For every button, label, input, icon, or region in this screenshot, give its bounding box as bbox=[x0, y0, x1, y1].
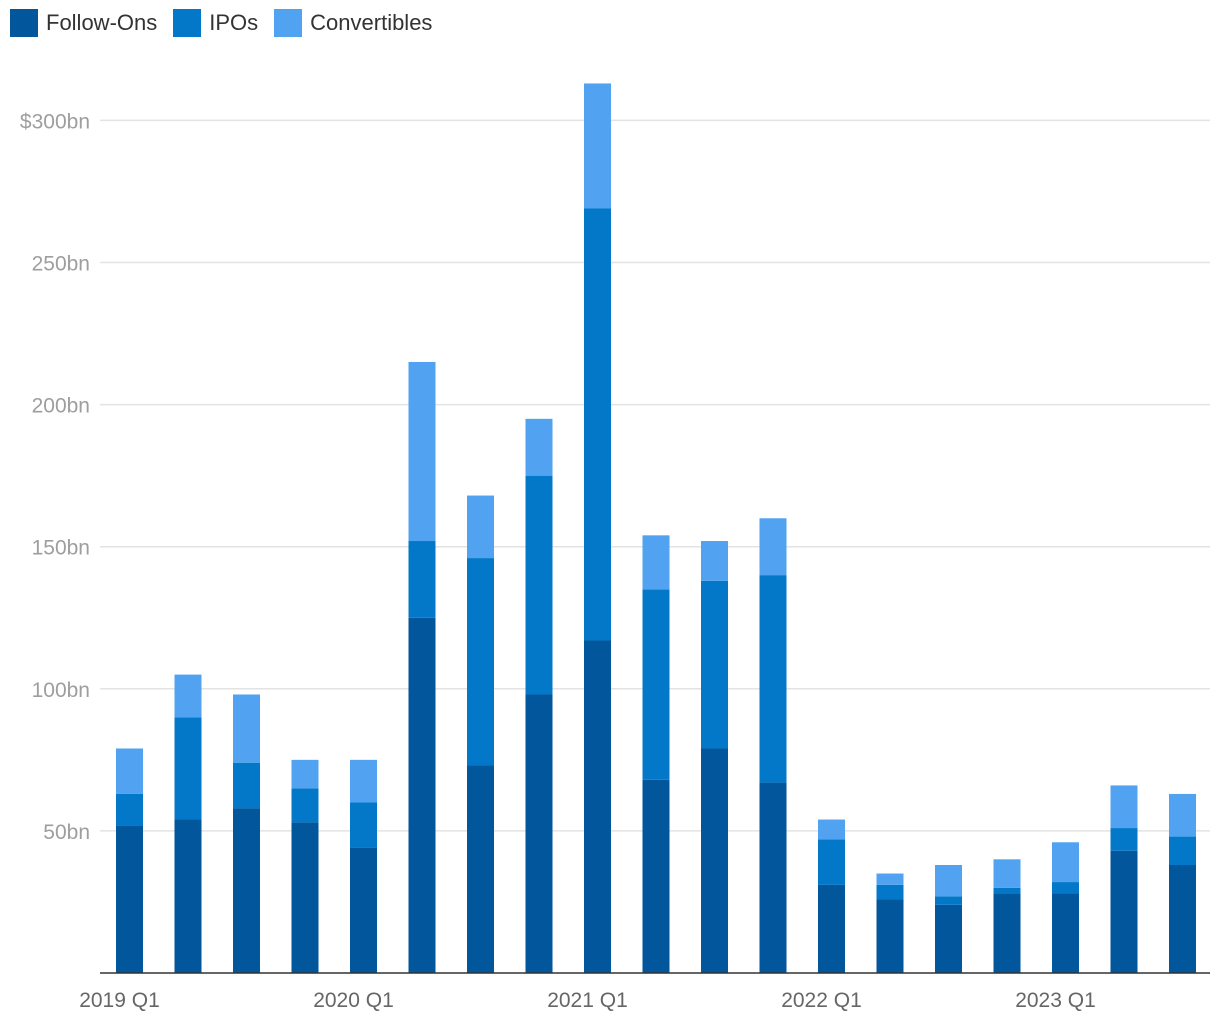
bar-follow-ons-2023-q1[interactable] bbox=[1052, 893, 1079, 973]
bar-follow-ons-2019-q1[interactable] bbox=[116, 825, 143, 973]
bar-follow-ons-2022-q4[interactable] bbox=[993, 893, 1021, 973]
bar-follow-ons-2021-q4[interactable] bbox=[759, 782, 787, 973]
bar-ipos-2020-q2[interactable] bbox=[408, 541, 436, 618]
bar-ipos-2020-q1[interactable] bbox=[350, 802, 377, 848]
bar-follow-ons-2021-q3[interactable] bbox=[701, 748, 728, 973]
bar-convertibles-2023-q1[interactable] bbox=[1052, 842, 1079, 883]
bar-follow-ons-2020-q2[interactable] bbox=[408, 617, 436, 973]
y-tick-label: 250bn bbox=[32, 253, 90, 276]
bar-ipos-2023-q3[interactable] bbox=[1169, 836, 1196, 865]
bar-follow-ons-2023-q3[interactable] bbox=[1169, 865, 1196, 973]
y-tick-label: $300bn bbox=[20, 110, 90, 133]
bar-follow-ons-2021-q1[interactable] bbox=[584, 640, 611, 973]
x-tick-label: 2021 Q1 bbox=[547, 989, 628, 1012]
legend-swatch-follow-ons bbox=[10, 9, 38, 37]
bar-follow-ons-2022-q1[interactable] bbox=[818, 884, 845, 973]
bar-follow-ons-2020-q3[interactable] bbox=[467, 765, 494, 973]
bar-convertibles-2020-q3[interactable] bbox=[467, 495, 494, 559]
bar-convertibles-2020-q2[interactable] bbox=[408, 361, 436, 542]
bar-convertibles-2022-q4[interactable] bbox=[993, 859, 1021, 888]
bar-ipos-2019-q2[interactable] bbox=[174, 717, 202, 820]
bar-ipos-2021-q2[interactable] bbox=[642, 589, 670, 780]
x-tick-label: 2019 Q1 bbox=[79, 989, 160, 1012]
bar-ipos-2020-q4[interactable] bbox=[525, 475, 553, 695]
bar-follow-ons-2019-q3[interactable] bbox=[233, 808, 260, 973]
y-axis-labels: 50bn 100bn 150bn 200bn 250bn $300bn bbox=[20, 110, 90, 844]
bar-follow-ons-2022-q2[interactable] bbox=[876, 899, 904, 973]
bar-ipos-2023-q2[interactable] bbox=[1110, 828, 1138, 851]
bar-follow-ons-2019-q2[interactable] bbox=[174, 819, 202, 973]
bar-ipos-2022-q4[interactable] bbox=[993, 887, 1021, 894]
bar-convertibles-2021-q3[interactable] bbox=[701, 541, 728, 581]
bar-ipos-2023-q1[interactable] bbox=[1052, 882, 1079, 894]
bar-ipos-2021-q3[interactable] bbox=[701, 580, 728, 749]
bar-convertibles-2021-q2[interactable] bbox=[642, 535, 670, 590]
bar-follow-ons-2021-q2[interactable] bbox=[642, 779, 670, 973]
y-tick-label: 100bn bbox=[32, 679, 90, 702]
bar-convertibles-2022-q3[interactable] bbox=[935, 865, 962, 897]
bar-follow-ons-2019-q4[interactable] bbox=[291, 822, 319, 973]
legend-label-follow-ons: Follow-Ons bbox=[46, 10, 158, 35]
bar-convertibles-2020-q4[interactable] bbox=[525, 418, 553, 476]
bar-convertibles-2019-q4[interactable] bbox=[291, 759, 319, 789]
legend-item-convertibles[interactable]: Convertibles bbox=[274, 9, 432, 37]
bar-convertibles-2023-q2[interactable] bbox=[1110, 785, 1138, 829]
bars bbox=[116, 83, 1196, 973]
x-tick-label: 2023 Q1 bbox=[1015, 989, 1096, 1012]
bar-ipos-2022-q3[interactable] bbox=[935, 896, 962, 905]
bar-ipos-2019-q1[interactable] bbox=[116, 793, 143, 826]
bar-ipos-2022-q1[interactable] bbox=[818, 839, 845, 885]
y-tick-label: 150bn bbox=[32, 537, 90, 560]
x-tick-label: 2022 Q1 bbox=[781, 989, 862, 1012]
bar-ipos-2019-q3[interactable] bbox=[233, 762, 260, 809]
x-axis-labels: 2019 Q1 2020 Q1 2021 Q1 2022 Q1 2023 Q1 bbox=[79, 989, 1096, 1012]
bar-convertibles-2019-q1[interactable] bbox=[116, 748, 143, 794]
legend-label-convertibles: Convertibles bbox=[310, 10, 433, 35]
legend-item-ipos[interactable]: IPOs bbox=[173, 9, 258, 37]
bar-convertibles-2020-q1[interactable] bbox=[350, 759, 377, 803]
chart-legend: Follow-Ons IPOs Convertibles bbox=[10, 6, 448, 40]
bar-follow-ons-2023-q2[interactable] bbox=[1110, 850, 1138, 973]
x-tick-label: 2020 Q1 bbox=[313, 989, 394, 1012]
bar-convertibles-2019-q2[interactable] bbox=[174, 674, 202, 718]
bar-convertibles-2019-q3[interactable] bbox=[233, 694, 260, 763]
legend-swatch-ipos bbox=[173, 9, 202, 37]
bar-convertibles-2021-q4[interactable] bbox=[759, 518, 787, 576]
bar-ipos-2022-q2[interactable] bbox=[876, 884, 904, 900]
y-tick-label: 50bn bbox=[43, 821, 90, 844]
bar-ipos-2019-q4[interactable] bbox=[291, 788, 319, 823]
legend-label-ipos: IPOs bbox=[209, 10, 259, 35]
bar-follow-ons-2020-q1[interactable] bbox=[350, 847, 377, 973]
legend-item-follow-ons[interactable]: Follow-Ons bbox=[10, 9, 157, 37]
bar-follow-ons-2020-q4[interactable] bbox=[525, 694, 553, 973]
legend-swatch-convertibles bbox=[274, 9, 303, 37]
bar-ipos-2021-q4[interactable] bbox=[759, 575, 787, 783]
bar-follow-ons-2022-q3[interactable] bbox=[935, 904, 962, 973]
bar-convertibles-2022-q1[interactable] bbox=[818, 819, 845, 840]
y-tick-label: 200bn bbox=[32, 395, 90, 418]
bar-convertibles-2023-q3[interactable] bbox=[1169, 793, 1196, 837]
bar-convertibles-2022-q2[interactable] bbox=[876, 873, 904, 885]
bar-ipos-2021-q1[interactable] bbox=[584, 208, 611, 641]
bar-convertibles-2021-q1[interactable] bbox=[584, 83, 611, 209]
bar-ipos-2020-q3[interactable] bbox=[467, 558, 494, 766]
